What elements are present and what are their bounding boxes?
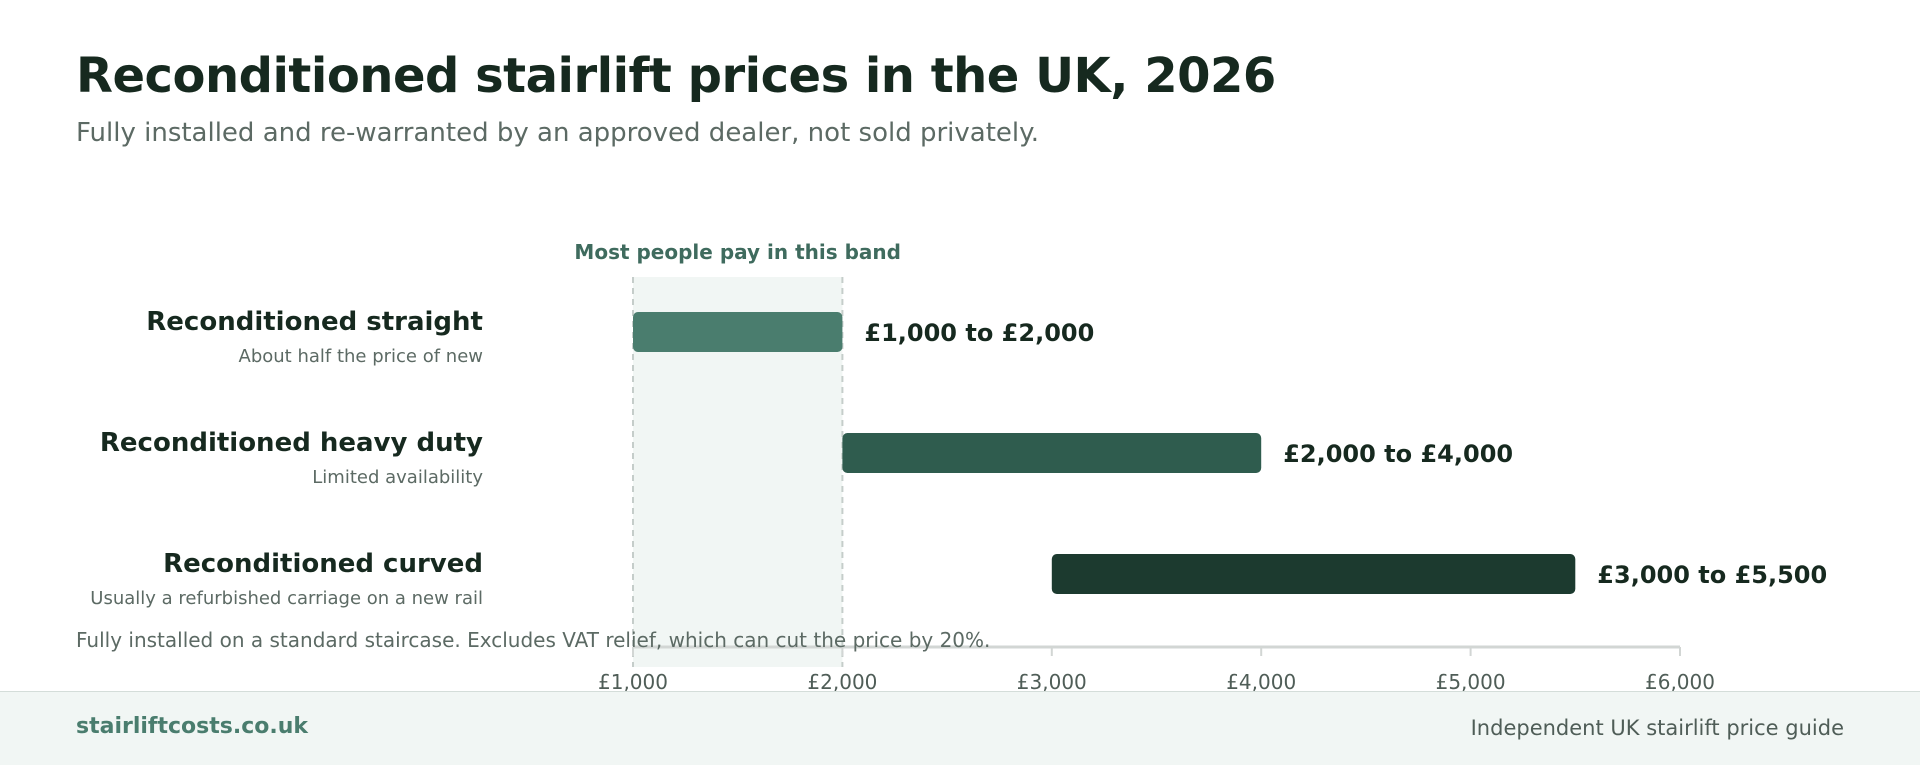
footer-brand-link[interactable]: stairliftcosts.co.uk: [76, 714, 309, 739]
x-tick-label: £6,000: [1645, 670, 1715, 691]
range-label: £2,000 to £4,000: [1283, 440, 1513, 468]
category-label: Reconditioned straight: [146, 307, 483, 337]
price-range-chart: Most people pay in this band £1,000 £2,000…: [90, 240, 1827, 691]
range-label: £1,000 to £2,000: [864, 319, 1094, 347]
page-subtitle: Fully installed and re-warranted by an a…: [76, 118, 1040, 148]
range-bar: [842, 433, 1262, 473]
x-tick-label: £1,000: [598, 670, 668, 691]
range-bar: [1051, 554, 1576, 594]
x-tick-label: £4,000: [1226, 670, 1296, 691]
category-note: About half the price of new: [239, 346, 484, 367]
range-label: £3,000 to £5,500: [1597, 561, 1827, 589]
page-title: Reconditioned stairlift prices in the UK…: [76, 48, 1276, 104]
x-tick-label: £2,000: [807, 670, 877, 691]
x-tick-label: £5,000: [1436, 670, 1506, 691]
footer: stairliftcosts.co.uk Independent UK stai…: [0, 691, 1920, 765]
category-label: Reconditioned curved: [163, 549, 483, 579]
category-note: Limited availability: [312, 467, 483, 488]
footer-tagline: Independent UK stairlift price guide: [1470, 716, 1844, 740]
category-label: Reconditioned heavy duty: [100, 428, 483, 458]
x-tick-label: £3,000: [1017, 670, 1087, 691]
band-label: Most people pay in this band: [574, 240, 901, 264]
range-bar: [633, 312, 843, 352]
chart-footnote: Fully installed on a standard staircase.…: [76, 628, 991, 652]
category-note: Usually a refurbished carriage on a new …: [90, 588, 483, 609]
